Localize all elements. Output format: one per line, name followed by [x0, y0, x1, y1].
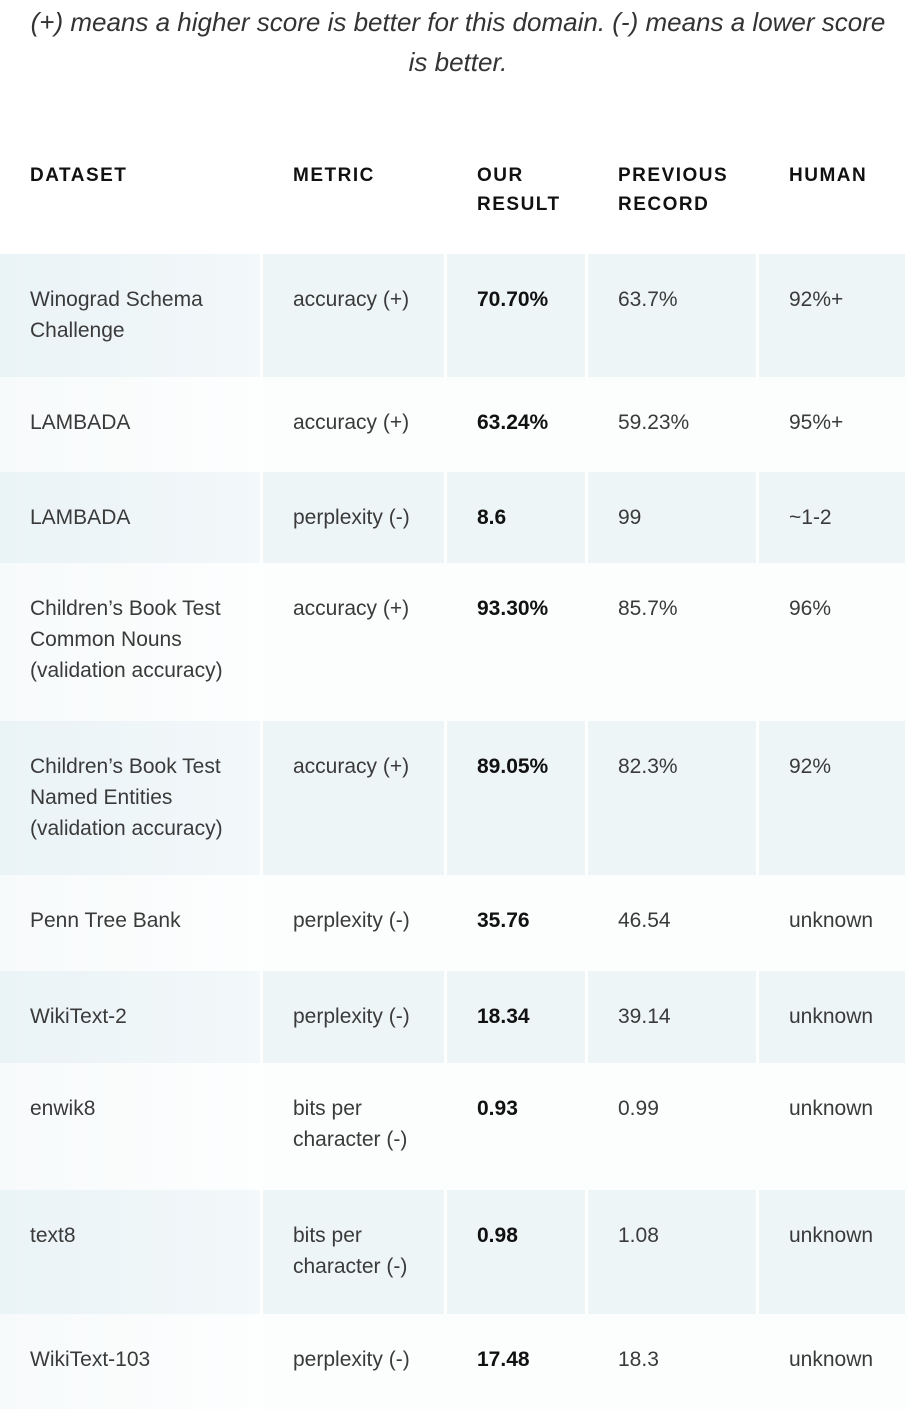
cell-metric: perplexity (-)	[263, 1314, 447, 1409]
cell-dataset: Winograd Schema Challenge	[0, 254, 263, 377]
table-row: text8 bits per character (-) 0.98 1.08 u…	[0, 1190, 908, 1314]
cell-metric: perplexity (-)	[263, 472, 447, 563]
cell-our-result: 89.05%	[447, 721, 588, 875]
cell-previous-record: 59.23%	[588, 377, 759, 472]
header-dataset: DATASET	[30, 165, 128, 186]
cell-our-result: 63.24%	[447, 377, 588, 472]
cell-human: unknown	[759, 1314, 908, 1409]
cell-metric: accuracy (+)	[263, 563, 447, 721]
legend-note-line-2: is better.	[408, 47, 508, 77]
table-row: LAMBADA perplexity (-) 8.6 99 ~1-2	[0, 472, 908, 563]
cell-dataset: WikiText-103	[0, 1314, 263, 1409]
cell-metric: accuracy (+)	[263, 377, 447, 472]
cell-dataset: text8	[0, 1190, 263, 1314]
cell-previous-record: 39.14	[588, 971, 759, 1063]
table-row: Penn Tree Bank perplexity (-) 35.76 46.5…	[0, 875, 908, 971]
cell-previous-record: 1.08	[588, 1190, 759, 1314]
cell-dataset: LAMBADA	[0, 377, 263, 472]
cell-our-result: 0.98	[447, 1190, 588, 1314]
cell-dataset: LAMBADA	[0, 472, 263, 563]
cell-human: 96%	[759, 563, 908, 721]
legend-note: (+) means a higher score is better for t…	[0, 0, 916, 82]
table-row: LAMBADA accuracy (+) 63.24% 59.23% 95%+	[0, 377, 908, 472]
cell-our-result: 18.34	[447, 971, 588, 1063]
results-table: DATASET METRIC OUR RESULT PREVIOUS RECORD …	[0, 130, 908, 1409]
cell-dataset: WikiText-2	[0, 971, 263, 1063]
cell-previous-record: 63.7%	[588, 254, 759, 377]
cell-previous-record: 18.3	[588, 1314, 759, 1409]
table-row: Children’s Book Test Named Entities (val…	[0, 721, 908, 875]
cell-dataset: Children’s Book Test Common Nouns (valid…	[0, 563, 263, 721]
cell-previous-record: 0.99	[588, 1063, 759, 1190]
table-header-row: DATASET METRIC OUR RESULT PREVIOUS RECORD …	[0, 130, 908, 254]
table-row: WikiText-2 perplexity (-) 18.34 39.14 un…	[0, 971, 908, 1063]
cell-human: unknown	[759, 875, 908, 971]
cell-human: unknown	[759, 971, 908, 1063]
cell-previous-record: 46.54	[588, 875, 759, 971]
cell-metric: perplexity (-)	[263, 971, 447, 1063]
cell-human: 95%+	[759, 377, 908, 472]
cell-metric: accuracy (+)	[263, 721, 447, 875]
cell-our-result: 35.76	[447, 875, 588, 971]
cell-our-result: 70.70%	[447, 254, 588, 377]
cell-metric: bits per character (-)	[263, 1190, 447, 1314]
cell-our-result: 0.93	[447, 1063, 588, 1190]
cell-dataset: enwik8	[0, 1063, 263, 1190]
header-human: HUMAN	[789, 165, 868, 186]
cell-dataset: Children’s Book Test Named Entities (val…	[0, 721, 263, 875]
cell-human: 92%	[759, 721, 908, 875]
table-row: Children’s Book Test Common Nouns (valid…	[0, 563, 908, 721]
cell-human: 92%+	[759, 254, 908, 377]
cell-human: ~1-2	[759, 472, 908, 563]
header-previous-record: PREVIOUS RECORD	[618, 165, 729, 215]
header-our-result: OUR RESULT	[477, 165, 561, 215]
table-row: Winograd Schema Challenge accuracy (+) 7…	[0, 254, 908, 377]
cell-metric: bits per character (-)	[263, 1063, 447, 1190]
table-row: enwik8 bits per character (-) 0.93 0.99 …	[0, 1063, 908, 1190]
cell-human: unknown	[759, 1063, 908, 1190]
cell-previous-record: 85.7%	[588, 563, 759, 721]
cell-previous-record: 82.3%	[588, 721, 759, 875]
cell-metric: accuracy (+)	[263, 254, 447, 377]
cell-previous-record: 99	[588, 472, 759, 563]
cell-our-result: 93.30%	[447, 563, 588, 721]
table-row: WikiText-103 perplexity (-) 17.48 18.3 u…	[0, 1314, 908, 1409]
cell-human: unknown	[759, 1190, 908, 1314]
cell-metric: perplexity (-)	[263, 875, 447, 971]
cell-dataset: Penn Tree Bank	[0, 875, 263, 971]
legend-note-line-1: (+) means a higher score is better for t…	[30, 7, 886, 37]
header-metric: METRIC	[293, 165, 375, 186]
cell-our-result: 8.6	[447, 472, 588, 563]
cell-our-result: 17.48	[447, 1314, 588, 1409]
